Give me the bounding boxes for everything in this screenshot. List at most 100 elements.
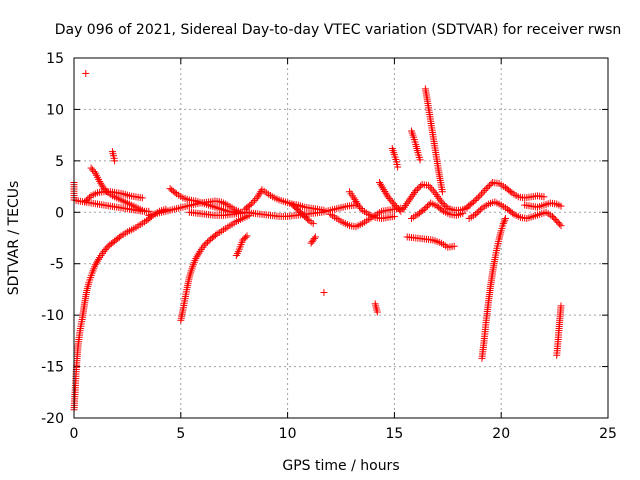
data-point xyxy=(255,191,263,199)
data-point xyxy=(422,204,430,212)
data-point xyxy=(476,192,484,200)
data-point xyxy=(95,255,103,263)
data-point xyxy=(246,201,254,209)
data-point xyxy=(395,206,403,214)
data-point xyxy=(377,180,385,188)
data-point xyxy=(413,185,421,193)
data-point xyxy=(477,190,485,198)
data-point xyxy=(553,217,561,225)
data-point xyxy=(487,180,495,188)
data-point xyxy=(416,156,424,164)
data-point xyxy=(412,187,420,195)
data-point xyxy=(501,214,509,222)
y-tick-label: -5 xyxy=(50,257,64,273)
x-tick-label: 0 xyxy=(70,426,79,442)
data-point xyxy=(387,196,395,204)
y-tick-label: 0 xyxy=(55,205,64,221)
data-point xyxy=(385,195,393,203)
data-point xyxy=(554,219,562,227)
data-point xyxy=(390,212,398,220)
data-point xyxy=(378,182,386,190)
data-point xyxy=(353,199,361,207)
data-point xyxy=(249,198,257,206)
data-point xyxy=(506,187,514,195)
data-point xyxy=(200,241,208,249)
data-point xyxy=(485,182,493,190)
data-point xyxy=(256,189,264,197)
data-point xyxy=(499,220,507,228)
data-point xyxy=(442,203,450,211)
data-point xyxy=(115,233,123,241)
data-point xyxy=(103,244,111,252)
data-point xyxy=(469,198,477,206)
data-point xyxy=(320,289,328,297)
data-point xyxy=(101,246,109,254)
data-point xyxy=(310,235,318,243)
data-point xyxy=(383,191,391,199)
data-point xyxy=(82,196,90,204)
data-point xyxy=(428,185,436,193)
data-layer xyxy=(70,69,565,414)
data-point xyxy=(204,238,211,246)
data-point xyxy=(85,193,93,201)
data-point xyxy=(481,186,489,194)
data-point xyxy=(550,214,558,222)
data-point xyxy=(482,185,490,193)
plot-frame xyxy=(73,57,609,419)
data-point xyxy=(373,308,381,316)
data-point xyxy=(202,240,210,248)
data-point xyxy=(501,216,509,224)
data-point xyxy=(417,182,425,190)
data-point xyxy=(425,182,433,190)
data-point xyxy=(382,189,390,197)
data-point xyxy=(390,200,398,208)
data-point xyxy=(557,302,565,310)
data-point xyxy=(252,195,260,203)
data-point xyxy=(391,201,399,209)
data-point xyxy=(557,222,565,230)
data-point xyxy=(250,196,258,204)
data-point xyxy=(429,187,437,195)
data-point xyxy=(426,183,434,191)
data-point xyxy=(212,231,220,239)
data-point xyxy=(89,166,97,174)
data-point xyxy=(354,201,362,209)
x-tick-label: 20 xyxy=(492,426,510,442)
data-point xyxy=(479,188,487,196)
data-point xyxy=(81,198,89,206)
data-point xyxy=(476,206,484,214)
data-point xyxy=(473,195,481,203)
data-point xyxy=(91,261,99,269)
data-point xyxy=(171,188,179,196)
x-tick-label: 10 xyxy=(279,426,297,442)
data-point xyxy=(138,206,146,214)
data-point xyxy=(375,178,383,186)
data-point xyxy=(351,196,359,204)
data-point xyxy=(243,232,251,240)
y-tick-label: 10 xyxy=(46,102,64,118)
x-axis-label: GPS time / hours xyxy=(282,458,399,474)
data-point xyxy=(551,215,559,223)
data-point xyxy=(352,197,360,205)
data-point xyxy=(111,157,119,165)
data-point xyxy=(540,193,548,201)
y-tick-label: 5 xyxy=(55,154,64,170)
x-tick-label: 25 xyxy=(599,426,617,442)
grid-layer xyxy=(74,58,608,418)
data-point xyxy=(84,195,92,203)
y-tick-label: 15 xyxy=(46,51,64,67)
data-point xyxy=(475,207,483,215)
data-point xyxy=(439,200,447,208)
axis-layer: 0 5 10 15 20 25 -20 -15 -10 -5 0 5 10 15 xyxy=(41,51,617,442)
data-point xyxy=(247,200,255,208)
data-point xyxy=(93,257,101,265)
data-point xyxy=(138,194,146,202)
data-point xyxy=(556,220,564,228)
data-point xyxy=(450,242,458,250)
y-tick-label: -15 xyxy=(41,360,64,376)
data-point xyxy=(350,194,358,202)
x-tick-label: 5 xyxy=(176,426,185,442)
data-point xyxy=(92,259,100,267)
data-point xyxy=(195,249,203,257)
